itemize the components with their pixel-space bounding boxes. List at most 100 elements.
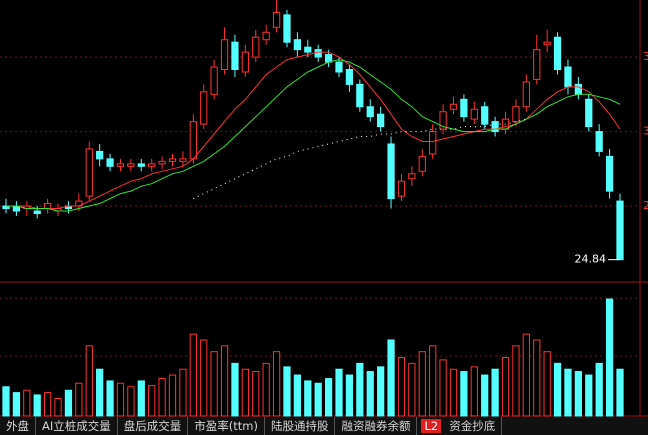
candle-body xyxy=(553,36,562,71)
volume-bar xyxy=(574,371,582,417)
candle-body xyxy=(574,83,582,95)
candle-body xyxy=(491,121,499,133)
volume-bar xyxy=(564,368,572,417)
candle-body xyxy=(220,39,229,71)
candle-body xyxy=(616,200,624,261)
candle-body xyxy=(533,49,541,80)
volume-bar xyxy=(283,366,291,417)
volume-bar xyxy=(189,333,197,417)
candle-body xyxy=(470,108,478,120)
moving-average xyxy=(6,51,621,209)
candle-body xyxy=(585,98,593,128)
volume-bar xyxy=(397,357,406,417)
volume-bar xyxy=(481,374,489,417)
candle-body xyxy=(408,173,416,180)
volume-bar xyxy=(418,351,426,417)
moving-average xyxy=(6,59,621,212)
volume-bar xyxy=(2,386,10,417)
tab[interactable]: AI立桩成交量 xyxy=(36,417,118,435)
tab[interactable]: 市盈率(ttm) xyxy=(188,417,265,435)
candle-body xyxy=(127,163,135,167)
tab[interactable]: 外盘 xyxy=(0,417,36,435)
candle-body xyxy=(324,54,333,63)
candle-body xyxy=(158,160,166,165)
chart: 27 30 33 24.84 xyxy=(0,0,648,417)
volume-bar xyxy=(449,368,458,417)
candle-body xyxy=(189,121,197,160)
volume-bar xyxy=(533,339,541,417)
candle-body xyxy=(439,111,447,130)
candle-body xyxy=(137,163,145,167)
candle-body xyxy=(345,69,354,85)
volume-bar xyxy=(293,374,302,417)
tab[interactable]: 资金抄底 xyxy=(443,417,503,435)
candle-body xyxy=(96,150,104,160)
volume-bar xyxy=(23,389,31,417)
candle-body xyxy=(564,66,572,88)
candle-body xyxy=(314,49,322,58)
volume-bar xyxy=(345,374,354,417)
volume-bar xyxy=(314,382,322,417)
last-price-label: 24.84 xyxy=(575,253,607,266)
candle-body xyxy=(512,106,520,123)
volume-bar xyxy=(522,333,530,417)
volume-bar xyxy=(179,368,187,417)
candle-body xyxy=(543,41,551,46)
volume-bar xyxy=(387,339,395,417)
candle-body xyxy=(522,81,530,108)
volume-bar xyxy=(543,351,551,417)
candle-body xyxy=(481,106,489,125)
candle-body xyxy=(605,155,614,192)
candle-body xyxy=(356,83,364,108)
tab[interactable]: 融资融券余额 xyxy=(335,417,418,435)
volume-bar xyxy=(54,397,62,417)
candle-body xyxy=(179,158,187,162)
candle-body xyxy=(449,103,458,110)
candle-body xyxy=(397,180,406,197)
volume-bar xyxy=(553,362,562,417)
volume-bar xyxy=(304,380,312,417)
volume-bar xyxy=(148,385,156,417)
volume-bar xyxy=(64,389,73,417)
candle-body xyxy=(168,158,177,162)
moving-average xyxy=(193,118,527,200)
candle-body xyxy=(304,46,312,53)
volume-bar xyxy=(585,374,593,417)
tab[interactable]: L2 xyxy=(421,419,442,433)
candle-body xyxy=(148,163,156,167)
volume-bar xyxy=(231,362,239,417)
tab[interactable]: 盘后成交量 xyxy=(118,417,189,435)
volume-bar xyxy=(137,380,145,417)
volume-bar xyxy=(116,382,125,417)
volume-bar xyxy=(262,362,270,417)
candle-body xyxy=(200,91,208,125)
tab[interactable]: 陆股通持股 xyxy=(265,417,336,435)
candle-body xyxy=(272,11,281,28)
volume-bar xyxy=(12,392,21,417)
candle-body xyxy=(44,203,52,210)
volume-bar xyxy=(44,392,52,417)
volume-bar xyxy=(408,362,416,417)
volume-bar xyxy=(501,357,510,417)
volume-bar xyxy=(324,378,333,417)
candle-body xyxy=(241,51,249,73)
candle-body xyxy=(252,36,260,58)
volume-bar xyxy=(252,371,260,417)
candle-body xyxy=(460,98,468,118)
candle-body xyxy=(33,210,41,214)
volume-bar xyxy=(220,345,229,417)
volume-bar xyxy=(210,351,218,417)
volume-bar xyxy=(127,386,135,417)
volume-bar xyxy=(168,374,177,417)
volume-bar xyxy=(96,368,104,417)
volume-bar xyxy=(429,345,437,417)
volume-bar xyxy=(272,351,281,417)
y-tick-label: 27 xyxy=(643,199,648,212)
candle-body xyxy=(293,39,302,51)
candle-body xyxy=(116,163,125,167)
volume-bar xyxy=(616,368,624,417)
candle-body xyxy=(418,155,426,172)
candle-body xyxy=(387,143,395,200)
volume-bar xyxy=(158,378,166,417)
